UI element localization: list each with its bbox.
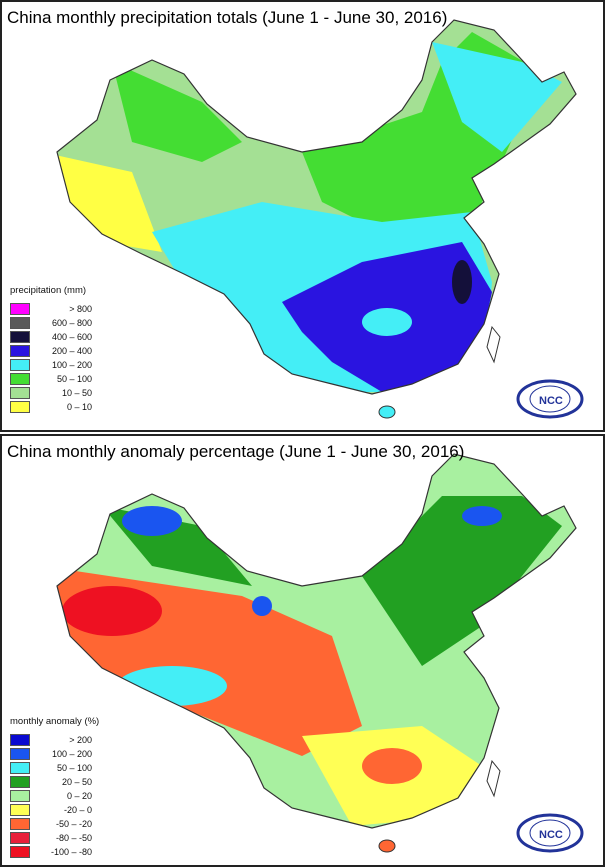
legend-item: -20 – 0: [10, 803, 99, 817]
legend-title: precipitation (mm): [10, 285, 87, 296]
legend-item: -80 – -50: [10, 831, 99, 845]
legend-item: > 200: [10, 733, 99, 747]
legend-item: > 800: [10, 302, 92, 316]
legend-item: 200 – 400: [10, 344, 92, 358]
legend-item: 600 – 800: [10, 316, 92, 330]
anomaly-map-panel: China monthly anomaly percentage (June 1…: [0, 434, 605, 867]
map-title: China monthly precipitation totals (June…: [7, 8, 448, 27]
legend-swatch: [10, 331, 30, 343]
legend-label: 20 – 50: [61, 777, 92, 787]
legend-label: > 800: [69, 304, 92, 314]
legend-swatch: [10, 401, 30, 413]
legend-item: 20 – 50: [10, 775, 99, 789]
ncc-logo: NCC: [515, 374, 585, 429]
legend-item: -100 – -80: [10, 845, 99, 859]
legend-item: 50 – 100: [10, 761, 99, 775]
svg-text:NCC: NCC: [539, 395, 563, 407]
legend-item: 0 – 20: [10, 789, 99, 803]
map-title: China monthly anomaly percentage (June 1…: [7, 442, 465, 461]
precipitation-map-panel: China monthly precipitation totals (June…: [0, 0, 605, 432]
legend-item: 10 – 50: [10, 386, 92, 400]
anomaly-map: [56, 453, 577, 853]
legend-label: 10 – 50: [61, 388, 92, 398]
legend-label: 0 – 20: [66, 791, 92, 801]
legend-label: 100 – 200: [51, 360, 92, 370]
legend-item: 400 – 600: [10, 330, 92, 344]
anomaly-legend: monthly anomaly (%) > 200 100 – 200 50 – 1…: [10, 716, 99, 859]
legend-item: 0 – 10: [10, 400, 92, 414]
ncc-logo: NCC: [515, 808, 585, 863]
legend-swatch: [10, 317, 30, 329]
legend-item: -50 – -20: [10, 817, 99, 831]
legend-label: -50 – -20: [55, 819, 92, 829]
legend-swatch: [10, 359, 30, 371]
legend-label: 50 – 100: [56, 763, 92, 773]
legend-swatch: [10, 303, 30, 315]
legend-swatch: [10, 734, 30, 746]
legend-label: 600 – 800: [51, 318, 92, 328]
legend-swatch: [10, 748, 30, 760]
legend-swatch: [10, 846, 30, 858]
legend-swatch: [10, 790, 30, 802]
legend-swatch: [10, 345, 30, 357]
legend-swatch: [10, 776, 30, 788]
legend-label: 0 – 10: [66, 402, 92, 412]
legend-label: 200 – 400: [51, 346, 92, 356]
legend-swatch: [10, 804, 30, 816]
legend-swatch: [10, 762, 30, 774]
precipitation-map: [56, 19, 577, 419]
svg-text:NCC: NCC: [539, 829, 563, 841]
legend-label: 100 – 200: [51, 749, 92, 759]
precipitation-legend: precipitation (mm) > 800 600 – 800 400 – 6…: [10, 285, 92, 414]
legend-swatch: [10, 818, 30, 830]
legend-label: 50 – 100: [56, 374, 92, 384]
legend-label: -20 – 0: [63, 805, 92, 815]
legend-label: -80 – -50: [55, 833, 92, 843]
legend-swatch: [10, 387, 30, 399]
legend-item: 100 – 200: [10, 358, 92, 372]
legend-title: monthly anomaly (%): [10, 716, 100, 727]
legend-item: 100 – 200: [10, 747, 99, 761]
legend-label: -100 – -80: [50, 847, 92, 857]
legend-swatch: [10, 832, 30, 844]
legend-label: > 200: [69, 735, 92, 745]
legend-item: 50 – 100: [10, 372, 92, 386]
legend-label: 400 – 600: [51, 332, 92, 342]
legend-swatch: [10, 373, 30, 385]
